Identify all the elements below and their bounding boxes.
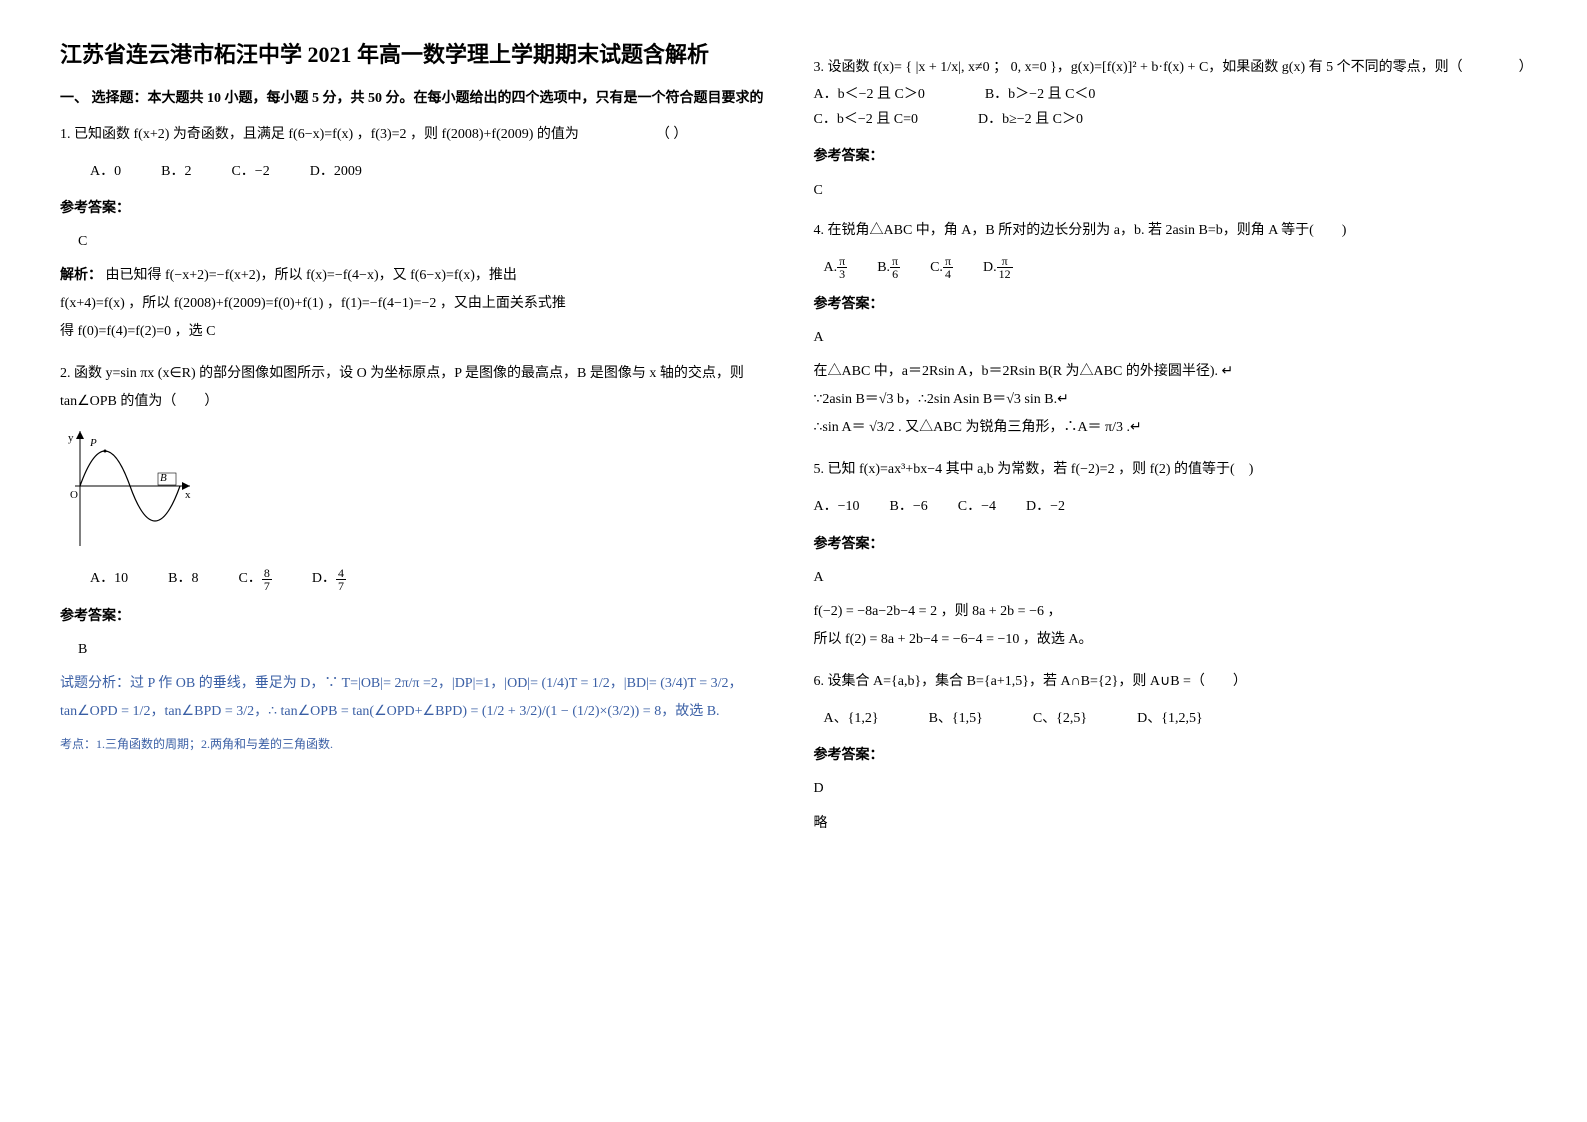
q4-options: A.π3 B.π6 C.π4 D.π12 <box>824 255 1528 280</box>
q3-text: 3. 设函数 f(x)= { |x + 1/x|, x≠0 ； 0, x=0 }… <box>814 54 1528 82</box>
q5-answer: A <box>814 565 1528 590</box>
q2-answer: B <box>78 637 774 662</box>
q1-options: A．0 B．2 C．−2 D．2009 <box>90 159 774 184</box>
q5-opt-c: C．−4 <box>958 494 996 519</box>
q1-text: 1. 已知函数 f(x+2) 为奇函数，且满足 f(6−x)=f(x) ，f(3… <box>60 121 774 149</box>
right-column: 3. 设函数 f(x)= { |x + 1/x|, x≠0 ； 0, x=0 }… <box>814 40 1528 852</box>
q5-explain-l2: 所以 f(2) = 8a + 2b−4 = −6−4 = −10 ，故选 A。 <box>814 632 1093 647</box>
q2-explain-l2: tan∠OPD = 1/2，tan∠BPD = 3/2，∴ tan∠OPB = … <box>60 704 720 719</box>
q3-opt-a: A．b＜−2 且 C＞0 <box>814 82 925 107</box>
q5-ref-label: 参考答案： <box>814 532 1528 557</box>
q4-explain-l3: ∴sin A＝ √3/2 . 又△ABC 为锐角三角形，∴A＝ π/3 .↵ <box>814 420 1142 435</box>
q5-opt-a: A．−10 <box>814 494 860 519</box>
q3-opt-d: D．b≥−2 且 C＞0 <box>978 107 1083 132</box>
explain-label: 解析： <box>60 268 102 283</box>
q5-explain-l1: f(−2) = −8a−2b−4 = 2 ，则 8a + 2b = −6 ， <box>814 604 1062 619</box>
q2-explain-l1: 试题分析：过 P 作 OB 的垂线，垂足为 D，∵ T=|OB|= 2π/π =… <box>60 676 743 691</box>
q6-options: A、{1,2} B、{1,5} C、{2,5} D、{1,2,5} <box>824 706 1528 731</box>
svg-text:B: B <box>160 472 167 484</box>
q4-explain-l2: ∵2asin B＝√3 b，∴2sin Asin B＝√3 sin B.↵ <box>814 392 1069 407</box>
q3-options: A．b＜−2 且 C＞0 B．b＞−2 且 C＜0 C．b＜−2 且 C=0 D… <box>814 82 1528 132</box>
q2-opt-c: C．87 <box>238 566 271 591</box>
q2-opt-d: D．47 <box>312 566 346 591</box>
svg-text:P: P <box>89 437 97 449</box>
q5-text: 5. 已知 f(x)=ax³+bx−4 其中 a,b 为常数，若 f(−2)=2… <box>814 456 1528 484</box>
q6-opt-c: C、{2,5} <box>1033 706 1087 731</box>
q3-answer: C <box>814 178 1528 203</box>
problem-3: 3. 设函数 f(x)= { |x + 1/x|, x≠0 ； 0, x=0 }… <box>814 54 1528 203</box>
q5-options: A．−10 B．−6 C．−4 D．−2 <box>814 494 1528 519</box>
q4-answer: A <box>814 325 1528 350</box>
q1-opt-d: D．2009 <box>310 159 362 184</box>
q6-answer: D <box>814 776 1528 801</box>
q6-explain: 略 <box>814 810 1528 838</box>
problem-6: 6. 设集合 A={a,b}，集合 B={a+1,5}，若 A∩B={2}，则 … <box>814 668 1528 838</box>
svg-text:y: y <box>68 432 74 444</box>
q3-opt-c: C．b＜−2 且 C=0 <box>814 107 918 132</box>
q2-note: 考点：1.三角函数的周期；2.两角和与差的三角函数. <box>60 734 774 756</box>
problem-2: 2. 函数 y=sin πx (x∈R) 的部分图像如图所示，设 O 为坐标原点… <box>60 360 774 755</box>
q2-options: A．10 B．8 C．87 D．47 <box>90 566 774 591</box>
q1-explain: 解析： 由已知得 f(−x+2)=−f(x+2)，所以 f(x)=−f(4−x)… <box>60 262 774 346</box>
q2-explain: 试题分析：过 P 作 OB 的垂线，垂足为 D，∵ T=|OB|= 2π/π =… <box>60 670 774 726</box>
q3-ref-label: 参考答案： <box>814 144 1528 169</box>
q5-opt-d: D．−2 <box>1026 494 1065 519</box>
q3-opt-b: B．b＞−2 且 C＜0 <box>985 82 1096 107</box>
q1-opt-b: B．2 <box>161 159 191 184</box>
q2-opt-b: B．8 <box>168 566 198 591</box>
q6-ref-label: 参考答案： <box>814 743 1528 768</box>
q4-ref-label: 参考答案： <box>814 292 1528 317</box>
page-title: 江苏省连云港市柘汪中学 2021 年高一数学理上学期期末试题含解析 <box>60 40 774 71</box>
q1-explain-l3: 得 f(0)=f(4)=f(2)=0 ，选 C <box>60 324 215 339</box>
q5-explain: f(−2) = −8a−2b−4 = 2 ，则 8a + 2b = −6 ， 所… <box>814 598 1528 654</box>
q2-text: 2. 函数 y=sin πx (x∈R) 的部分图像如图所示，设 O 为坐标原点… <box>60 360 774 416</box>
q1-opt-a: A．0 <box>90 159 121 184</box>
section-header: 一、 选择题：本大题共 10 小题，每小题 5 分，共 50 分。在每小题给出的… <box>60 87 774 107</box>
q1-explain-l1: 由已知得 f(−x+2)=−f(x+2)，所以 f(x)=−f(4−x)，又 f… <box>106 268 517 283</box>
left-column: 江苏省连云港市柘汪中学 2021 年高一数学理上学期期末试题含解析 一、 选择题… <box>60 40 774 852</box>
q4-text: 4. 在锐角△ABC 中，角 A，B 所对的边长分别为 a，b. 若 2asin… <box>814 217 1528 245</box>
svg-text:O: O <box>70 489 78 501</box>
q1-explain-l2: f(x+4)=f(x) ，所以 f(2008)+f(2009)=f(0)+f(1… <box>60 296 566 311</box>
svg-text:x: x <box>185 489 191 501</box>
q2-graph: y x O P B <box>60 426 200 556</box>
q4-opt-c: C.π4 <box>930 255 953 280</box>
q4-opt-d: D.π12 <box>983 255 1013 280</box>
q6-text: 6. 设集合 A={a,b}，集合 B={a+1,5}，若 A∩B={2}，则 … <box>814 668 1528 696</box>
q6-opt-d: D、{1,2,5} <box>1137 706 1203 731</box>
q2-ref-label: 参考答案： <box>60 604 774 629</box>
q1-ref-label: 参考答案： <box>60 196 774 221</box>
q5-opt-b: B．−6 <box>890 494 928 519</box>
q4-opt-b: B.π6 <box>877 255 900 280</box>
problem-5: 5. 已知 f(x)=ax³+bx−4 其中 a,b 为常数，若 f(−2)=2… <box>814 456 1528 654</box>
q6-opt-a: A、{1,2} <box>824 706 879 731</box>
q4-explain-l1: 在△ABC 中，a＝2Rsin A，b＝2Rsin B(R 为△ABC 的外接圆… <box>814 364 1234 379</box>
q2-opt-a: A．10 <box>90 566 128 591</box>
q4-opt-a: A.π3 <box>824 255 848 280</box>
problem-1: 1. 已知函数 f(x+2) 为奇函数，且满足 f(6−x)=f(x) ，f(3… <box>60 121 774 347</box>
q1-opt-c: C．−2 <box>231 159 269 184</box>
q6-opt-b: B、{1,5} <box>929 706 983 731</box>
q4-explain: 在△ABC 中，a＝2Rsin A，b＝2Rsin B(R 为△ABC 的外接圆… <box>814 358 1528 442</box>
q1-answer: C <box>78 229 774 254</box>
problem-4: 4. 在锐角△ABC 中，角 A，B 所对的边长分别为 a，b. 若 2asin… <box>814 217 1528 443</box>
